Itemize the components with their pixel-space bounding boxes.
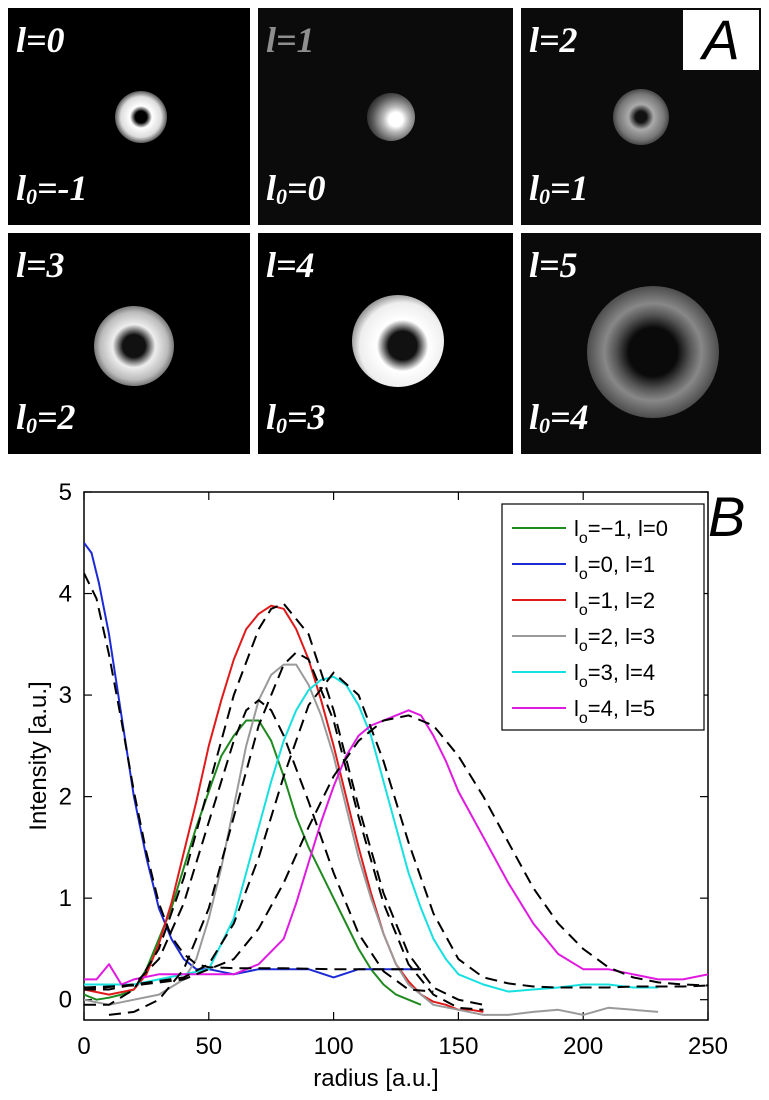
y-tick-label: 3	[59, 682, 72, 709]
input-charge-symbol: l	[16, 397, 26, 437]
legend-text: =4, l=5	[588, 696, 655, 721]
input-charge-symbol: l	[266, 397, 276, 437]
x-tick-label: 50	[195, 1033, 222, 1060]
intensity-chart: 0 50 100 150 200 250 0 1 2 3 4 5 radius [a.u.] Intens…	[0, 462, 769, 1100]
x-axis-label: radius [a.u.]	[313, 1065, 438, 1092]
beam-tile: l=1 l0=0	[258, 8, 513, 225]
input-charge-symbol: l	[529, 168, 539, 208]
y-axis-label: Intensity [a.u.]	[25, 681, 52, 830]
input-charge-label: l0=4	[529, 399, 589, 444]
beam-tile: l=5 l0=4	[521, 233, 761, 454]
x-tick-label: 100	[314, 1033, 354, 1060]
series-line-0	[84, 721, 421, 1005]
input-charge-label: l0=3	[266, 399, 326, 444]
fit-curve-1	[84, 700, 433, 991]
input-charge-label: l0=-1	[16, 170, 88, 215]
panel-b-letter: B	[708, 484, 745, 549]
input-charge-subscript: 0	[26, 184, 37, 209]
input-charge-value: =-1	[37, 168, 88, 208]
legend-subscript: o	[579, 566, 588, 583]
beam-tile: l=0 l0=-1	[8, 8, 250, 225]
input-charge-symbol: l	[16, 168, 26, 208]
input-charge-subscript: 0	[276, 184, 287, 209]
beam-profile-image	[352, 295, 444, 387]
legend-subscript: o	[579, 530, 588, 547]
series-line-2	[84, 606, 483, 1012]
y-tick-label: 4	[59, 581, 72, 608]
legend-subscript: o	[579, 674, 588, 691]
legend-text: =0, l=1	[588, 552, 655, 577]
topological-charge-label: l=1	[266, 22, 315, 58]
legend-text: =3, l=4	[588, 660, 655, 685]
input-charge-label: l0=2	[16, 399, 76, 444]
y-tick-label: 1	[59, 885, 72, 912]
topological-charge-label: l=0	[16, 22, 65, 58]
panel-b: 0 50 100 150 200 250 0 1 2 3 4 5 radius [a.u.] Intens…	[0, 462, 769, 1100]
topological-charge-label: l=4	[266, 247, 315, 283]
legend-subscript: o	[579, 710, 588, 727]
input-charge-value: =2	[37, 397, 76, 437]
series-line-1	[84, 543, 421, 978]
beam-profile-image	[115, 91, 167, 143]
input-charge-subscript: 0	[26, 413, 37, 438]
x-tick-label: 200	[563, 1033, 603, 1060]
input-charge-value: =4	[550, 397, 589, 437]
input-charge-subscript: 0	[539, 184, 550, 209]
input-charge-value: =3	[287, 397, 326, 437]
beam-profile-image	[367, 93, 415, 141]
legend-text: =1, l=2	[588, 588, 655, 613]
legend-text: =2, l=3	[588, 624, 655, 649]
y-tick-label: 0	[59, 987, 72, 1014]
input-charge-label: l0=1	[529, 170, 589, 215]
topological-charge-label: l=5	[529, 247, 578, 283]
beam-profile-image	[613, 89, 669, 145]
y-tick-label: 5	[59, 479, 72, 506]
legend-subscript: o	[579, 602, 588, 619]
input-charge-subscript: 0	[539, 413, 550, 438]
legend-text: =−1, l=0	[588, 516, 668, 541]
panel-a: l=0 l0=-1 l=1 l0=0 l=2 l0=1 l=3 l0=2 l=4 l0=3 l=5 l…	[0, 0, 769, 462]
input-charge-value: =0	[287, 168, 326, 208]
topological-charge-label: l=2	[529, 22, 578, 58]
y-tick-label: 2	[59, 784, 72, 811]
legend-subscript: o	[579, 638, 588, 655]
input-charge-symbol: l	[266, 168, 276, 208]
series-line-5	[84, 710, 708, 984]
beam-profile-image	[94, 306, 174, 386]
input-charge-subscript: 0	[276, 413, 287, 438]
topological-charge-label: l=3	[16, 247, 65, 283]
panel-a-letter: A	[683, 10, 759, 70]
input-charge-value: =1	[550, 168, 589, 208]
x-tick-label: 0	[77, 1033, 90, 1060]
input-charge-label: l0=0	[266, 170, 326, 215]
beam-profile-image	[587, 286, 719, 418]
beam-tile: l=3 l0=2	[8, 233, 250, 454]
x-tick-label: 150	[438, 1033, 478, 1060]
fit-curve-0	[84, 573, 421, 969]
beam-tile: l=4 l0=3	[258, 233, 513, 454]
input-charge-symbol: l	[529, 397, 539, 437]
x-tick-label: 250	[688, 1033, 728, 1060]
fit-curve-3	[109, 652, 483, 1015]
